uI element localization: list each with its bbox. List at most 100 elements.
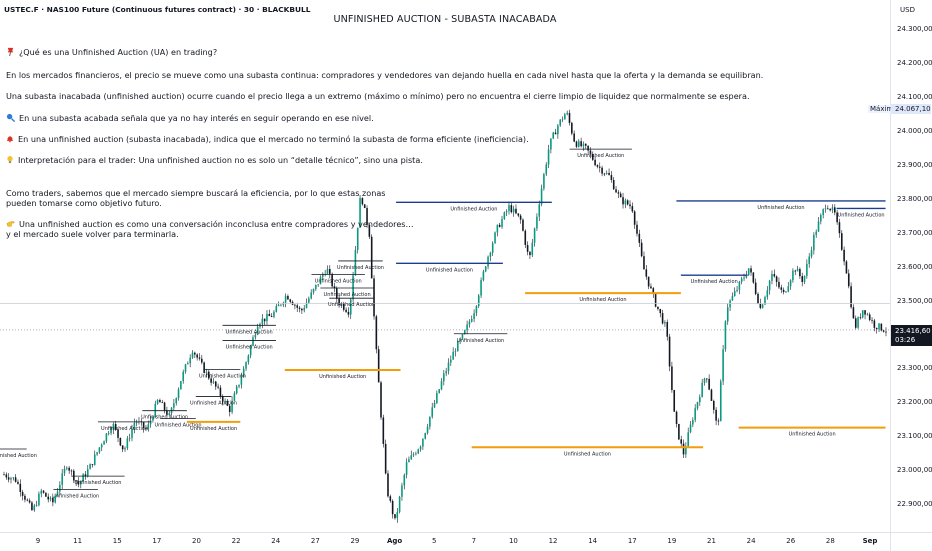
candle-body <box>885 331 887 333</box>
symbol-label[interactable]: USTEC.F · NAS100 Future (Continuous futu… <box>4 5 311 14</box>
unfinished-auction-label: Unfinished Auction <box>0 453 37 459</box>
candle-body <box>799 269 801 277</box>
unfinished-auction-label: Unfinished Auction <box>319 374 366 380</box>
candle-body <box>452 351 454 360</box>
axis-corner <box>890 532 932 551</box>
candle-body <box>398 496 401 512</box>
candle-body <box>561 119 564 121</box>
time-tick-label: 12 <box>548 537 558 545</box>
currency-label[interactable]: USD <box>900 6 915 14</box>
candle-body <box>508 205 510 212</box>
candle-body <box>224 400 226 402</box>
candle-body <box>205 371 208 373</box>
note-interpretation: Interpretación para el trader: Una unfin… <box>6 154 423 166</box>
candle-body <box>715 409 717 421</box>
candle-body <box>491 243 494 253</box>
candle-body <box>559 119 561 126</box>
candle-body <box>261 318 264 325</box>
candle-body <box>335 288 338 299</box>
price-tick-label: 23.300,00 <box>897 364 932 373</box>
candle-body <box>605 172 608 174</box>
candle-body <box>163 402 166 411</box>
candle-body <box>498 224 501 227</box>
candle-body <box>545 164 548 175</box>
candle-body <box>7 477 10 480</box>
candle-body <box>533 228 536 243</box>
candle-body <box>289 299 292 302</box>
unfinished-auction-label: Unfinished Auction <box>579 297 626 303</box>
price-tick-label: 23.000,00 <box>897 466 932 474</box>
candle-body <box>417 449 420 454</box>
candle-body <box>349 299 352 315</box>
candle-body <box>35 505 38 507</box>
candle-body <box>173 403 175 408</box>
max-price-label: Máximo <box>868 105 900 113</box>
time-axis[interactable] <box>0 532 890 551</box>
candle-body <box>66 467 68 469</box>
candle-body <box>445 371 447 374</box>
candle-body <box>149 420 152 425</box>
candle-body <box>850 286 852 308</box>
candle-body <box>836 212 838 223</box>
time-tick-label: 5 <box>431 537 437 545</box>
candle-body <box>678 423 680 440</box>
candle-body <box>40 490 43 494</box>
candle-body <box>135 422 138 424</box>
candle-body <box>699 397 701 403</box>
candle-body <box>612 179 615 190</box>
note-paragraph: Como traders, sabemos que el mercado sie… <box>6 188 386 198</box>
candle-body <box>182 371 184 382</box>
candle-body <box>345 309 347 312</box>
candle-body <box>740 278 743 282</box>
unfinished-auction-label: Unfinished Auction <box>315 278 362 284</box>
candle-body <box>203 362 205 373</box>
candle-body <box>152 417 154 421</box>
candle-body <box>19 483 22 492</box>
price-axis[interactable] <box>890 0 932 532</box>
candle-body <box>780 287 783 290</box>
candle-body <box>813 234 815 251</box>
chart-plot-area[interactable]: Unfinished Auction Unfinished Auction Unfi… <box>0 0 890 532</box>
candle-body <box>419 446 422 450</box>
candle-body <box>405 462 408 475</box>
candle-body <box>584 143 587 146</box>
candle-body <box>63 468 66 474</box>
candle-body <box>880 323 883 331</box>
candle-body <box>629 204 631 207</box>
candle-body <box>408 459 410 463</box>
price-tick-label: 24.200,00 <box>897 59 932 68</box>
candle-body <box>685 446 687 455</box>
candle-body <box>517 213 520 216</box>
candle-body <box>750 268 752 273</box>
candle-body <box>822 209 824 215</box>
note-paragraph: En los mercados financieros, el precio s… <box>6 70 764 80</box>
candle-body <box>668 336 671 367</box>
candle-body <box>489 252 492 257</box>
candle-body <box>550 138 552 150</box>
note-paragraph: pueden tomarse como objetivo futuro. <box>6 198 162 208</box>
candle-body <box>666 322 669 337</box>
candle-body <box>31 502 33 511</box>
candle-body <box>643 256 645 270</box>
candle-body <box>310 292 312 299</box>
candle-body <box>708 378 710 390</box>
candlestick-chart[interactable]: Unfinished Auction Unfinished Auction Unfi… <box>0 0 890 532</box>
pushpin-icon <box>7 47 14 56</box>
candle-body <box>601 167 603 174</box>
candle-body <box>298 307 301 309</box>
candle-body <box>84 474 87 477</box>
candle-body <box>582 143 585 147</box>
candle-body <box>121 445 124 450</box>
candle-body <box>571 122 573 134</box>
candle-body <box>847 273 850 287</box>
candle-body <box>79 480 82 485</box>
candle-body <box>105 433 108 442</box>
candle-body <box>184 364 187 372</box>
time-tick-label: 19 <box>667 537 677 545</box>
candle-body <box>166 410 168 415</box>
candle-body <box>622 197 624 205</box>
candle-body <box>692 420 694 425</box>
candle-body <box>450 359 452 363</box>
candle-body <box>624 200 627 205</box>
candle-body <box>631 206 634 212</box>
